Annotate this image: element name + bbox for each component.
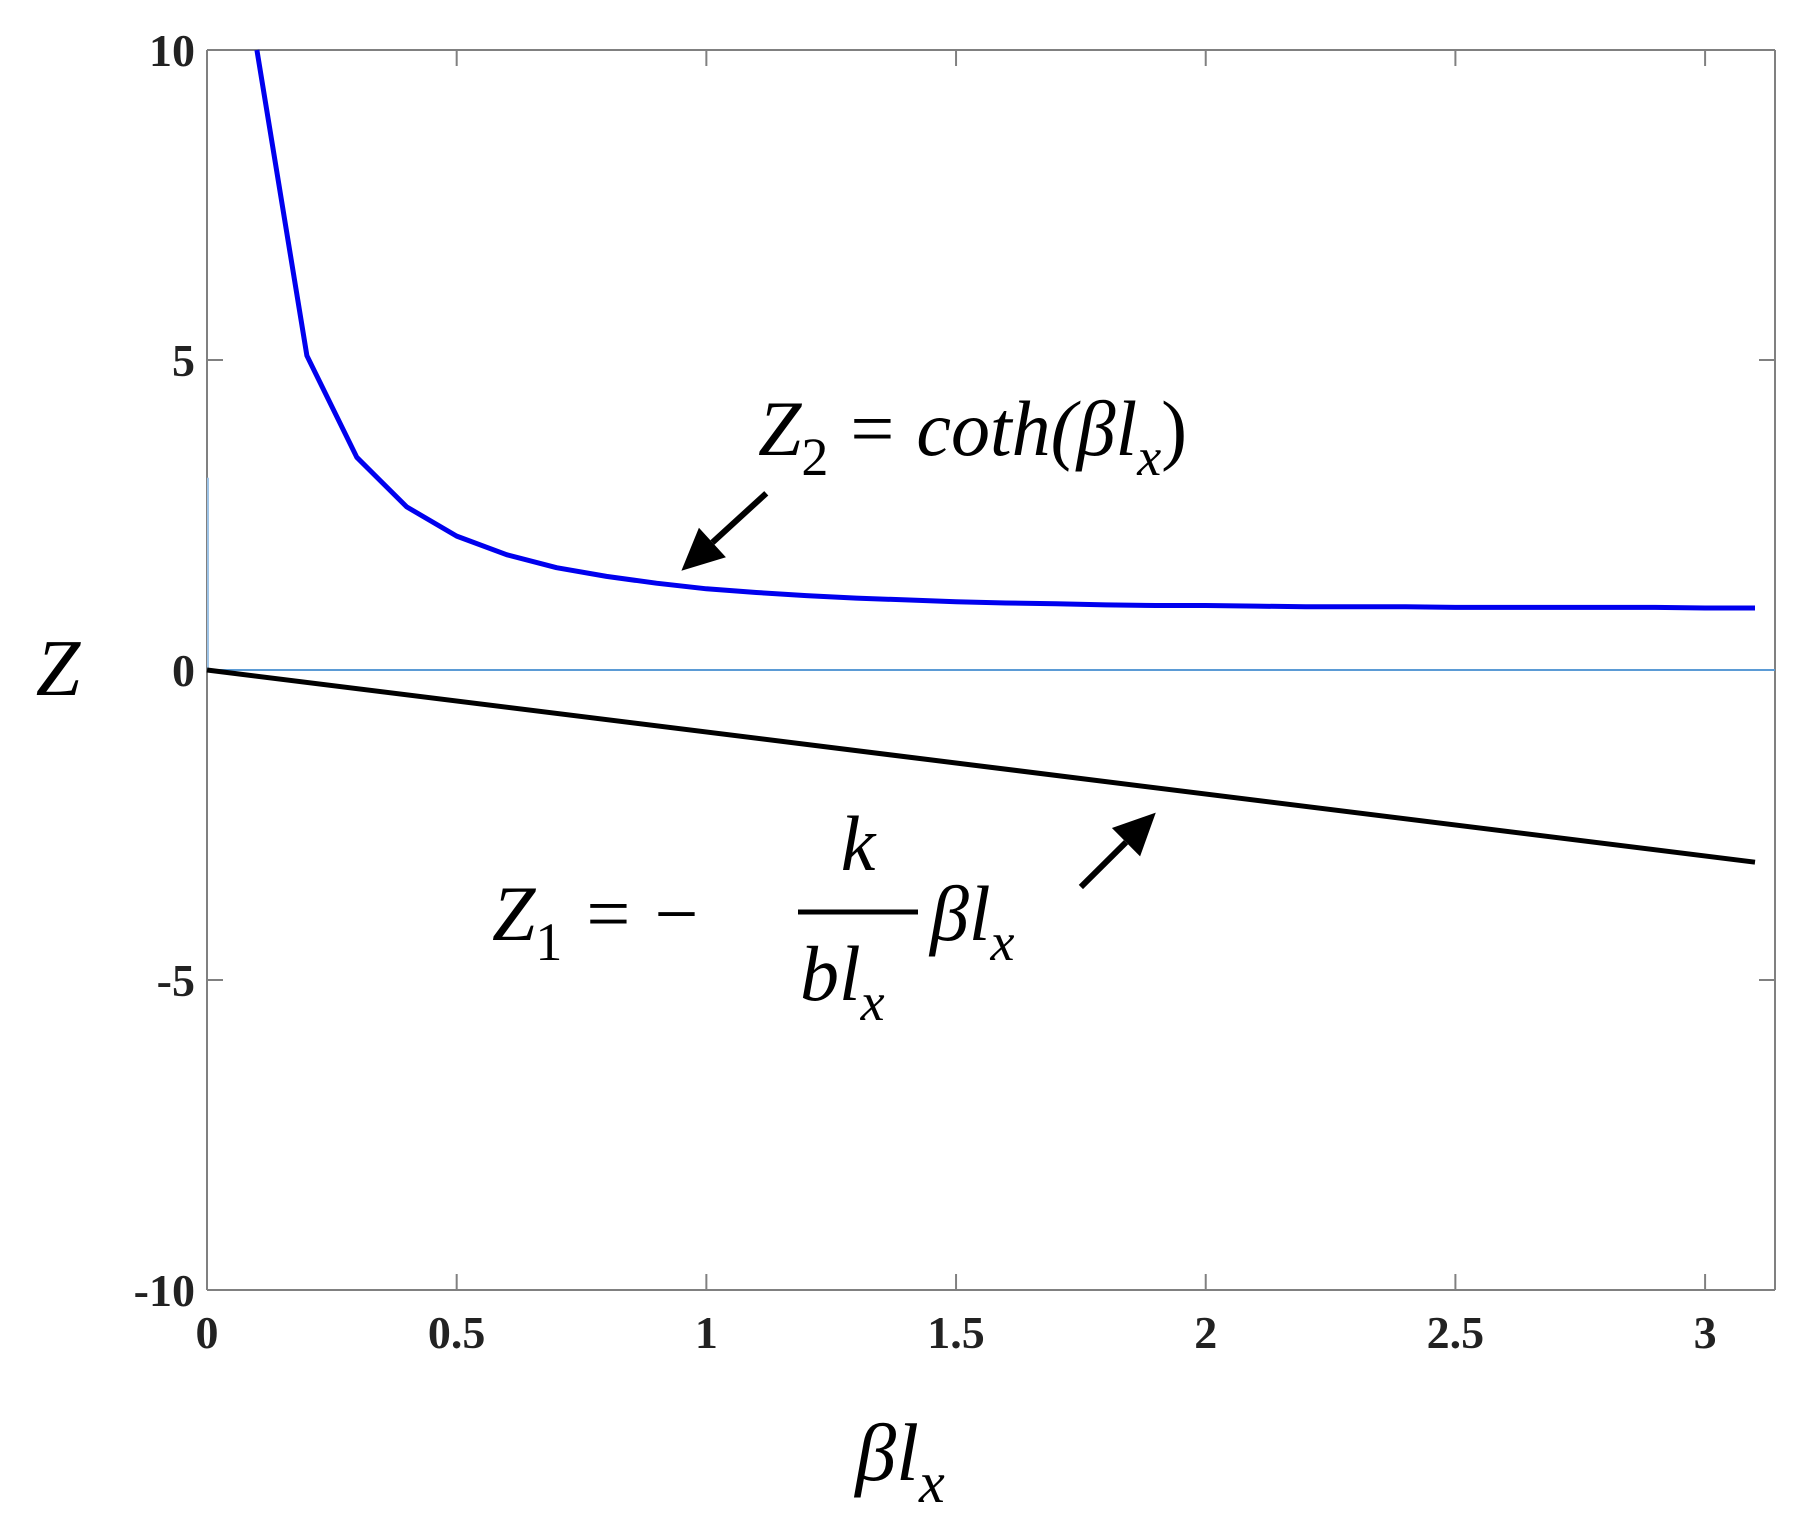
annotation-z1-denominator: blx [800, 930, 885, 1032]
annotation-z2-sub: 2 [801, 427, 828, 487]
x-axis-label-sub: x [918, 1450, 945, 1515]
annotation-z1-sub: 1 [535, 912, 562, 972]
x-tick-label: 1.5 [927, 1307, 985, 1358]
x-axis-label-l: l [896, 1407, 919, 1498]
tick-labels-group: 0 0.5 1 1.5 2 2.5 3 10 5 0 -5 -10 [134, 25, 1717, 1358]
annotation-z2: Z2 = coth(βlx) [758, 385, 1187, 487]
y-axis-label: Z [36, 625, 82, 713]
y-tick-label: -5 [157, 955, 195, 1006]
x-tick-label: 3 [1694, 1307, 1717, 1358]
arrow-z2-head [681, 527, 726, 571]
arrow-z1-head [1111, 812, 1156, 857]
y-tick-label: 5 [172, 335, 195, 386]
arrow-z1-shaft [1078, 840, 1129, 890]
x-tick-label: 0.5 [428, 1307, 486, 1358]
y-tick-label: 10 [149, 25, 195, 76]
annotation-arrow-z2 [681, 491, 769, 571]
x-tick-label: 2 [1194, 1307, 1217, 1358]
annotation-z1-den-sub: x [860, 972, 885, 1032]
annotation-z2-lsub: x [1136, 427, 1161, 487]
annotation-z2-Z: Z [758, 385, 803, 472]
annotation-z1-beta: β [928, 870, 969, 957]
x-axis-label-beta: β [853, 1407, 896, 1498]
arrow-z2-shaft [710, 491, 769, 545]
annotation-z2-fn: coth( [916, 385, 1080, 472]
annotation-z1-lsub: x [990, 912, 1015, 972]
annotation-z2-close: ) [1161, 385, 1187, 472]
annotation-z2-beta: β [1075, 385, 1116, 472]
y-tick-label: -10 [134, 1265, 195, 1316]
x-tick-label: 0 [196, 1307, 219, 1358]
x-axis-label: βlx [853, 1407, 945, 1515]
annotation-z1-Z: Z [492, 870, 537, 957]
annotation-z1-numerator: k [841, 800, 877, 887]
annotation-z1-den-b: b [800, 930, 839, 1017]
annotation-z2-l: l [1116, 385, 1138, 472]
annotation-z1-eq: = [586, 870, 630, 957]
annotation-z1-left: Z1 = − [492, 870, 698, 972]
x-tick-label: 2.5 [1427, 1307, 1485, 1358]
x-tick-label: 1 [695, 1307, 718, 1358]
annotation-z2-eq: = [850, 385, 894, 472]
annotation-z1-den-l: l [839, 930, 861, 1017]
annotation-arrow-z1 [1078, 812, 1156, 890]
annotation-z1-right: βlx [928, 870, 1015, 972]
series-line-z2-coth [254, 49, 1755, 611]
annotation-z1-l: l [969, 870, 991, 957]
y-tick-label: 0 [172, 645, 195, 696]
series-line-z1-linear [206, 667, 1756, 865]
annotation-z1-minus: − [654, 870, 698, 957]
